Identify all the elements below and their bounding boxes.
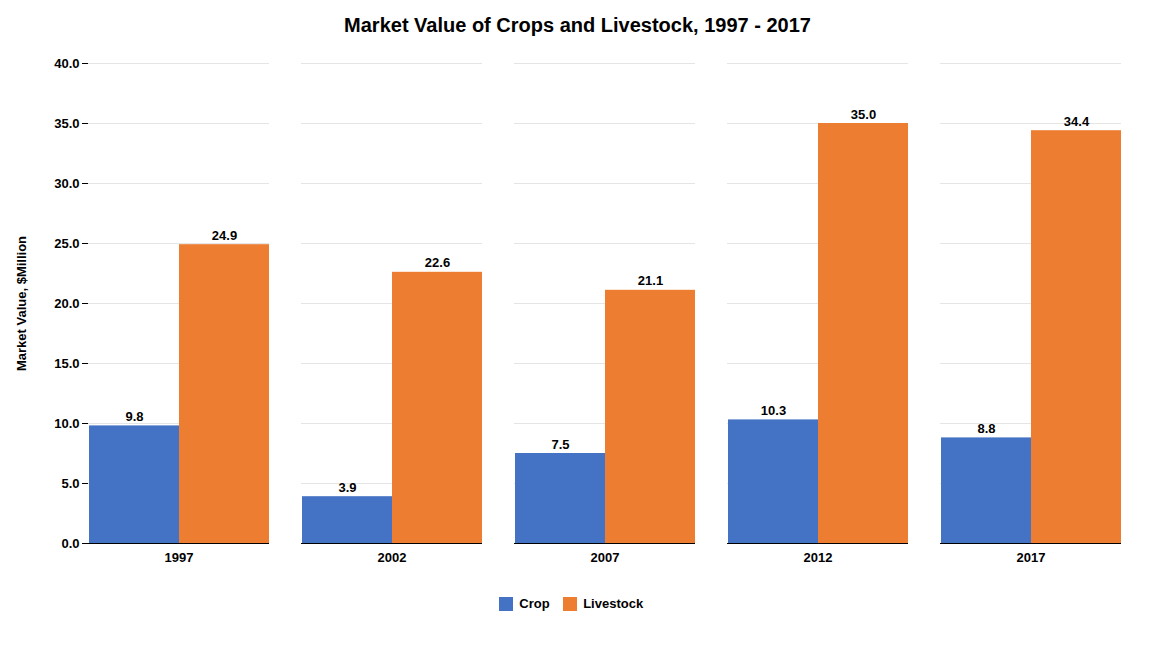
svg-text:15.0: 15.0 — [54, 356, 79, 371]
svg-text:2007: 2007 — [591, 550, 620, 565]
svg-text:8.8: 8.8 — [977, 421, 995, 436]
svg-text:20.0: 20.0 — [54, 296, 79, 311]
svg-text:21.1: 21.1 — [638, 273, 663, 288]
svg-text:34.4: 34.4 — [1064, 114, 1090, 129]
svg-text:2002: 2002 — [378, 550, 407, 565]
svg-text:22.6: 22.6 — [425, 255, 450, 270]
svg-text:24.9: 24.9 — [212, 228, 237, 243]
svg-text:2012: 2012 — [804, 550, 833, 565]
html-text:Market Value of Crops and Live: Market Value of Crops and Livestock, 199… — [344, 14, 811, 36]
svg-text:Market Value, $Million: Market Value, $Million — [14, 236, 29, 371]
svg-text:7.5: 7.5 — [551, 437, 569, 452]
svg-text:35.0: 35.0 — [54, 116, 79, 131]
svg-text:40.0: 40.0 — [54, 56, 79, 71]
svg-text:30.0: 30.0 — [54, 176, 79, 191]
svg-text:0.0: 0.0 — [61, 536, 79, 551]
svg-text:1997: 1997 — [165, 550, 194, 565]
svg-text:3.9: 3.9 — [338, 480, 356, 495]
svg-text:9.8: 9.8 — [125, 409, 143, 424]
html-text:Livestock: Livestock — [583, 596, 644, 611]
svg-text:10.0: 10.0 — [54, 416, 79, 431]
svg-text:2017: 2017 — [1017, 550, 1046, 565]
svg-text:35.0: 35.0 — [851, 107, 876, 122]
svg-text:5.0: 5.0 — [61, 476, 79, 491]
svg-text:25.0: 25.0 — [54, 236, 79, 251]
html-text:Crop: Crop — [519, 596, 550, 611]
svg-text:10.3: 10.3 — [761, 403, 786, 418]
